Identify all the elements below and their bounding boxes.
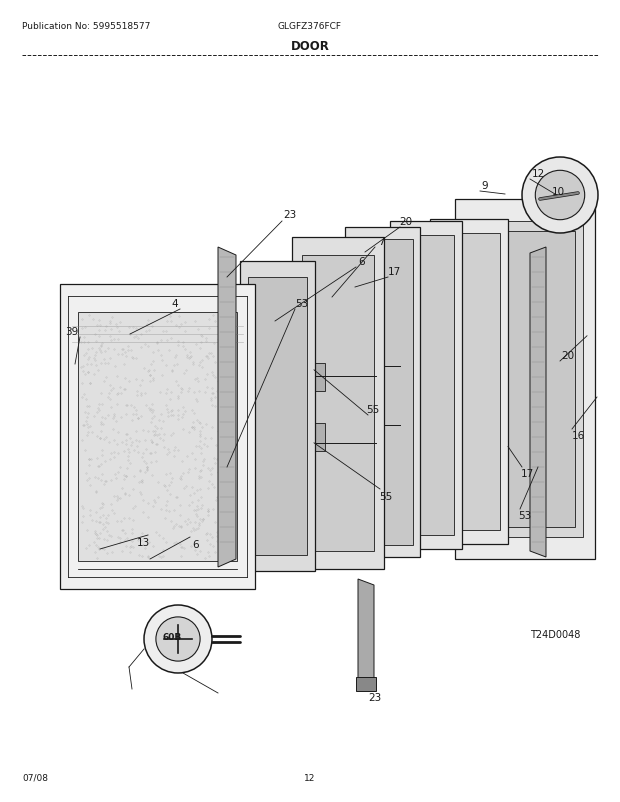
Text: 10: 10 (551, 187, 565, 196)
Polygon shape (248, 277, 307, 555)
Text: 6: 6 (359, 257, 365, 267)
Polygon shape (218, 248, 236, 567)
Text: 60B: 60B (162, 633, 182, 642)
Polygon shape (356, 677, 376, 691)
Polygon shape (310, 423, 325, 452)
Text: 13: 13 (136, 537, 149, 547)
Circle shape (535, 171, 585, 221)
Circle shape (156, 617, 200, 662)
Text: 7: 7 (378, 237, 384, 247)
Polygon shape (302, 256, 374, 551)
Text: Publication No: 5995518577: Publication No: 5995518577 (22, 22, 151, 31)
Text: 17: 17 (388, 267, 401, 277)
Polygon shape (430, 220, 508, 545)
Polygon shape (345, 228, 420, 557)
Text: 12: 12 (304, 773, 316, 782)
Polygon shape (292, 237, 384, 569)
Text: 53: 53 (295, 298, 309, 309)
Text: 55: 55 (366, 404, 379, 415)
Text: 07/08: 07/08 (22, 773, 48, 782)
Circle shape (144, 606, 212, 673)
Text: 12: 12 (531, 168, 544, 179)
Text: 23: 23 (368, 692, 382, 702)
Text: 16: 16 (572, 431, 585, 440)
Text: 55: 55 (379, 492, 392, 501)
Text: 6: 6 (193, 539, 199, 549)
Polygon shape (358, 579, 374, 689)
Text: 17: 17 (520, 468, 534, 479)
Text: 20: 20 (562, 350, 575, 361)
Polygon shape (352, 240, 413, 545)
Polygon shape (369, 367, 379, 426)
Text: DOOR: DOOR (291, 40, 329, 53)
Polygon shape (438, 233, 500, 530)
Polygon shape (78, 313, 237, 561)
Text: 53: 53 (518, 510, 531, 520)
Text: 9: 9 (482, 180, 489, 191)
Polygon shape (398, 236, 454, 535)
Polygon shape (455, 200, 595, 559)
Text: T24D0048: T24D0048 (529, 630, 580, 639)
Polygon shape (530, 248, 546, 557)
Polygon shape (467, 221, 583, 537)
Circle shape (522, 158, 598, 233)
Polygon shape (60, 285, 255, 589)
Text: 4: 4 (172, 298, 179, 309)
Text: GLGFZ376FCF: GLGFZ376FCF (278, 22, 342, 31)
Polygon shape (310, 363, 325, 391)
Text: 23: 23 (283, 210, 296, 220)
Polygon shape (390, 221, 462, 549)
Text: 39: 39 (65, 326, 79, 337)
Text: 20: 20 (399, 217, 412, 227)
Polygon shape (475, 232, 575, 528)
Polygon shape (240, 261, 315, 571)
